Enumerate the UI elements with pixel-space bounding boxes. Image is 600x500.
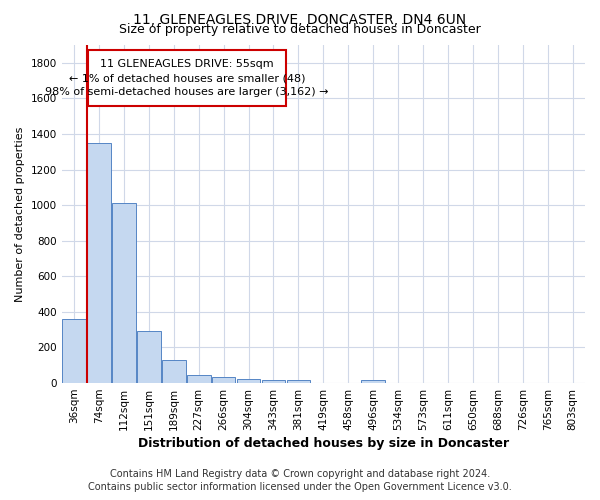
Bar [87,143,111,383]
Bar [287,380,310,383]
Bar [62,319,86,383]
Text: Size of property relative to detached houses in Doncaster: Size of property relative to detached ho… [119,22,481,36]
Text: 11, GLENEAGLES DRIVE, DONCASTER, DN4 6UN: 11, GLENEAGLES DRIVE, DONCASTER, DN4 6UN [133,12,467,26]
Text: 11 GLENEAGLES DRIVE: 55sqm
← 1% of detached houses are smaller (48)
98% of semi-: 11 GLENEAGLES DRIVE: 55sqm ← 1% of detac… [45,60,329,98]
Bar [137,332,161,383]
Bar [212,377,235,383]
X-axis label: Distribution of detached houses by size in Doncaster: Distribution of detached houses by size … [138,437,509,450]
FancyBboxPatch shape [88,50,286,106]
Bar [162,360,185,383]
Bar [361,380,385,383]
Text: Contains HM Land Registry data © Crown copyright and database right 2024.
Contai: Contains HM Land Registry data © Crown c… [88,470,512,492]
Y-axis label: Number of detached properties: Number of detached properties [15,126,25,302]
Bar [187,375,211,383]
Bar [262,380,286,383]
Bar [237,378,260,383]
Bar [112,204,136,383]
